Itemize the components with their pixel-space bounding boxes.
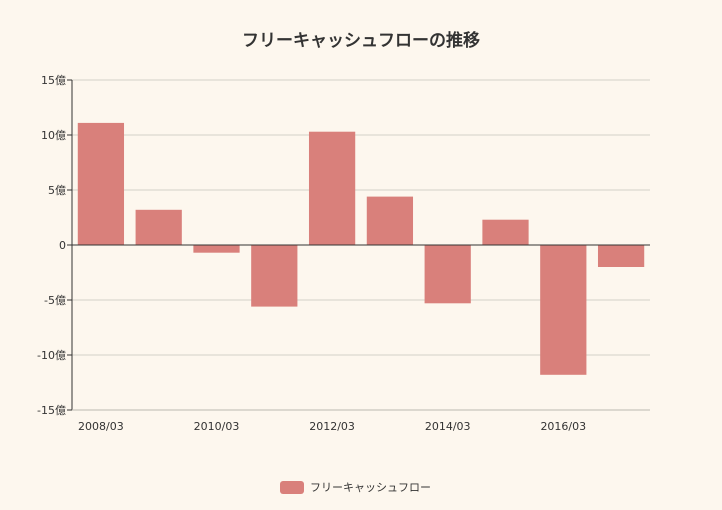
bar[interactable] <box>135 209 182 245</box>
x-tick-label: 2016/03 <box>540 420 586 433</box>
y-tick-label: -10億 <box>37 349 66 362</box>
bar[interactable] <box>308 131 356 245</box>
x-tick-label: 2014/03 <box>425 420 471 433</box>
y-tick-label: 0 <box>59 239 66 252</box>
x-tick-label: 2008/03 <box>78 420 124 433</box>
chart-title: フリーキャッシュフローの推移 <box>242 30 480 51</box>
y-tick-label: 15億 <box>41 74 66 87</box>
legend-swatch[interactable] <box>280 481 304 494</box>
x-axis: 2008/03 2010/03 2012/03 2014/03 2016/03 <box>72 244 650 433</box>
y-tick-label: 5億 <box>48 184 66 197</box>
legend[interactable]: フリーキャッシュフロー <box>280 481 431 494</box>
x-tick-label: 2012/03 <box>309 420 355 433</box>
y-axis: 15億 10億 5億 0 -5億 -10億 -15億 <box>37 74 73 417</box>
bar[interactable] <box>540 245 587 375</box>
bar[interactable] <box>482 219 529 245</box>
bar[interactable] <box>251 245 298 307</box>
x-tick-label: 2010/03 <box>194 420 240 433</box>
bar[interactable] <box>366 196 414 245</box>
y-tick-label: 10億 <box>41 129 66 142</box>
bar[interactable] <box>193 245 240 253</box>
bar-series <box>77 122 645 375</box>
legend-label[interactable]: フリーキャッシュフロー <box>310 481 431 494</box>
y-tick-label: -5億 <box>44 294 66 307</box>
bar[interactable] <box>77 122 125 245</box>
bar[interactable] <box>597 245 645 267</box>
y-tick-label: -15億 <box>37 404 66 417</box>
bar[interactable] <box>424 245 471 304</box>
